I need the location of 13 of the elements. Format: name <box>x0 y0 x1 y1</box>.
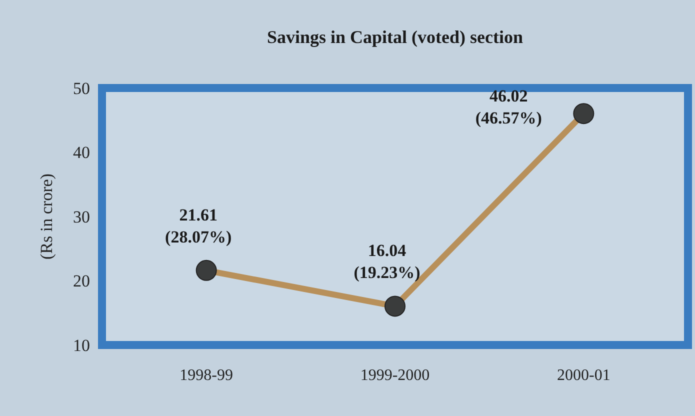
data-label: 46.02 (46.57%) <box>475 86 542 128</box>
y-tick-label: 30 <box>73 207 90 226</box>
y-tick-label: 40 <box>73 143 90 162</box>
y-tick-label: 50 <box>73 78 90 98</box>
y-axis-title: (Rs in crore) <box>37 174 56 260</box>
y-tick-label: 20 <box>73 272 90 291</box>
data-label: 16.04 (19.23%) <box>354 241 420 282</box>
y-tick-label: 10 <box>73 336 90 355</box>
x-tick-label: 1998-99 <box>180 367 233 384</box>
x-tick-label: 1999-2000 <box>360 367 430 384</box>
data-label: 21.61 (28.07%) <box>165 205 232 246</box>
x-tick-label: 2000-01 <box>557 367 610 384</box>
chart-title: Savings in Capital (voted) section <box>266 27 524 47</box>
